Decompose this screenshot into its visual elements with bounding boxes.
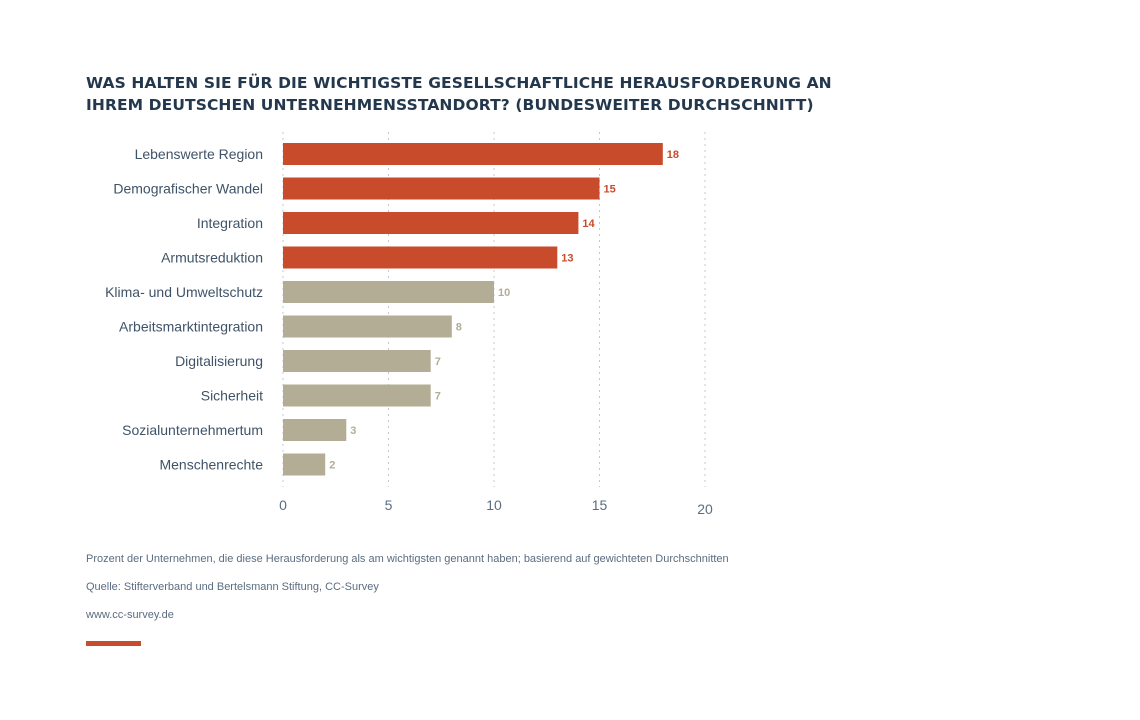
footnotes: Prozent der Unternehmen, die diese Herau… [86, 552, 729, 636]
bar [283, 212, 579, 234]
x-tick-label: 15 [592, 497, 608, 513]
value-label: 18 [667, 149, 679, 161]
x-tick-label: 0 [279, 497, 287, 513]
category-label: Demografischer Wandel [113, 181, 263, 197]
chart-title-line-2: IHREM DEUTSCHEN UNTERNEHMENSSTANDORT? (B… [86, 96, 814, 114]
footnote-url: www.cc-survey.de [86, 609, 174, 621]
category-labels: Lebenswerte Region Demografischer Wandel I… [105, 146, 263, 473]
bar [283, 177, 600, 200]
bar [283, 246, 558, 269]
category-label: Armutsreduktion [161, 250, 263, 266]
category-label: Klima- und Umweltschutz [105, 284, 263, 300]
footnote-source: Quelle: Stifterverband und Bertelsmann S… [86, 581, 379, 593]
bars [283, 143, 663, 476]
bar [283, 143, 663, 165]
footnote-description: Prozent der Unternehmen, die diese Herau… [86, 553, 729, 565]
bar [283, 281, 494, 303]
category-label: Arbeitsmarktintegration [119, 319, 263, 335]
x-tick-label: 10 [486, 497, 502, 513]
x-tick-label: 20 [697, 501, 713, 517]
accent-bar [86, 641, 141, 646]
value-labels: 18 15 14 13 10 8 7 7 3 2 [329, 149, 679, 472]
value-label: 10 [498, 287, 510, 299]
value-label: 14 [582, 218, 595, 230]
category-label: Digitalisierung [175, 353, 263, 369]
bar [283, 315, 452, 338]
value-label: 15 [604, 184, 616, 196]
x-tick-label: 5 [385, 497, 393, 513]
category-label: Integration [197, 215, 263, 231]
category-label: Sicherheit [201, 388, 263, 404]
category-label: Menschenrechte [159, 457, 263, 473]
value-label: 7 [435, 391, 441, 403]
bar [283, 384, 431, 407]
bar [283, 419, 347, 441]
value-label: 13 [561, 253, 573, 265]
value-label: 2 [329, 460, 335, 472]
bar [283, 350, 431, 372]
chart-title-line-1: WAS HALTEN SIE FÜR DIE WICHTIGSTE GESELL… [86, 74, 832, 92]
value-label: 7 [435, 356, 441, 368]
value-label: 8 [456, 322, 462, 334]
bar [283, 453, 326, 476]
x-axis-ticks: 0 5 10 15 20 [279, 497, 713, 517]
category-label: Lebenswerte Region [135, 146, 263, 162]
chart-title: WAS HALTEN SIE FÜR DIE WICHTIGSTE GESELL… [86, 72, 832, 116]
category-label: Sozialunternehmertum [122, 422, 263, 438]
value-label: 3 [350, 425, 356, 437]
